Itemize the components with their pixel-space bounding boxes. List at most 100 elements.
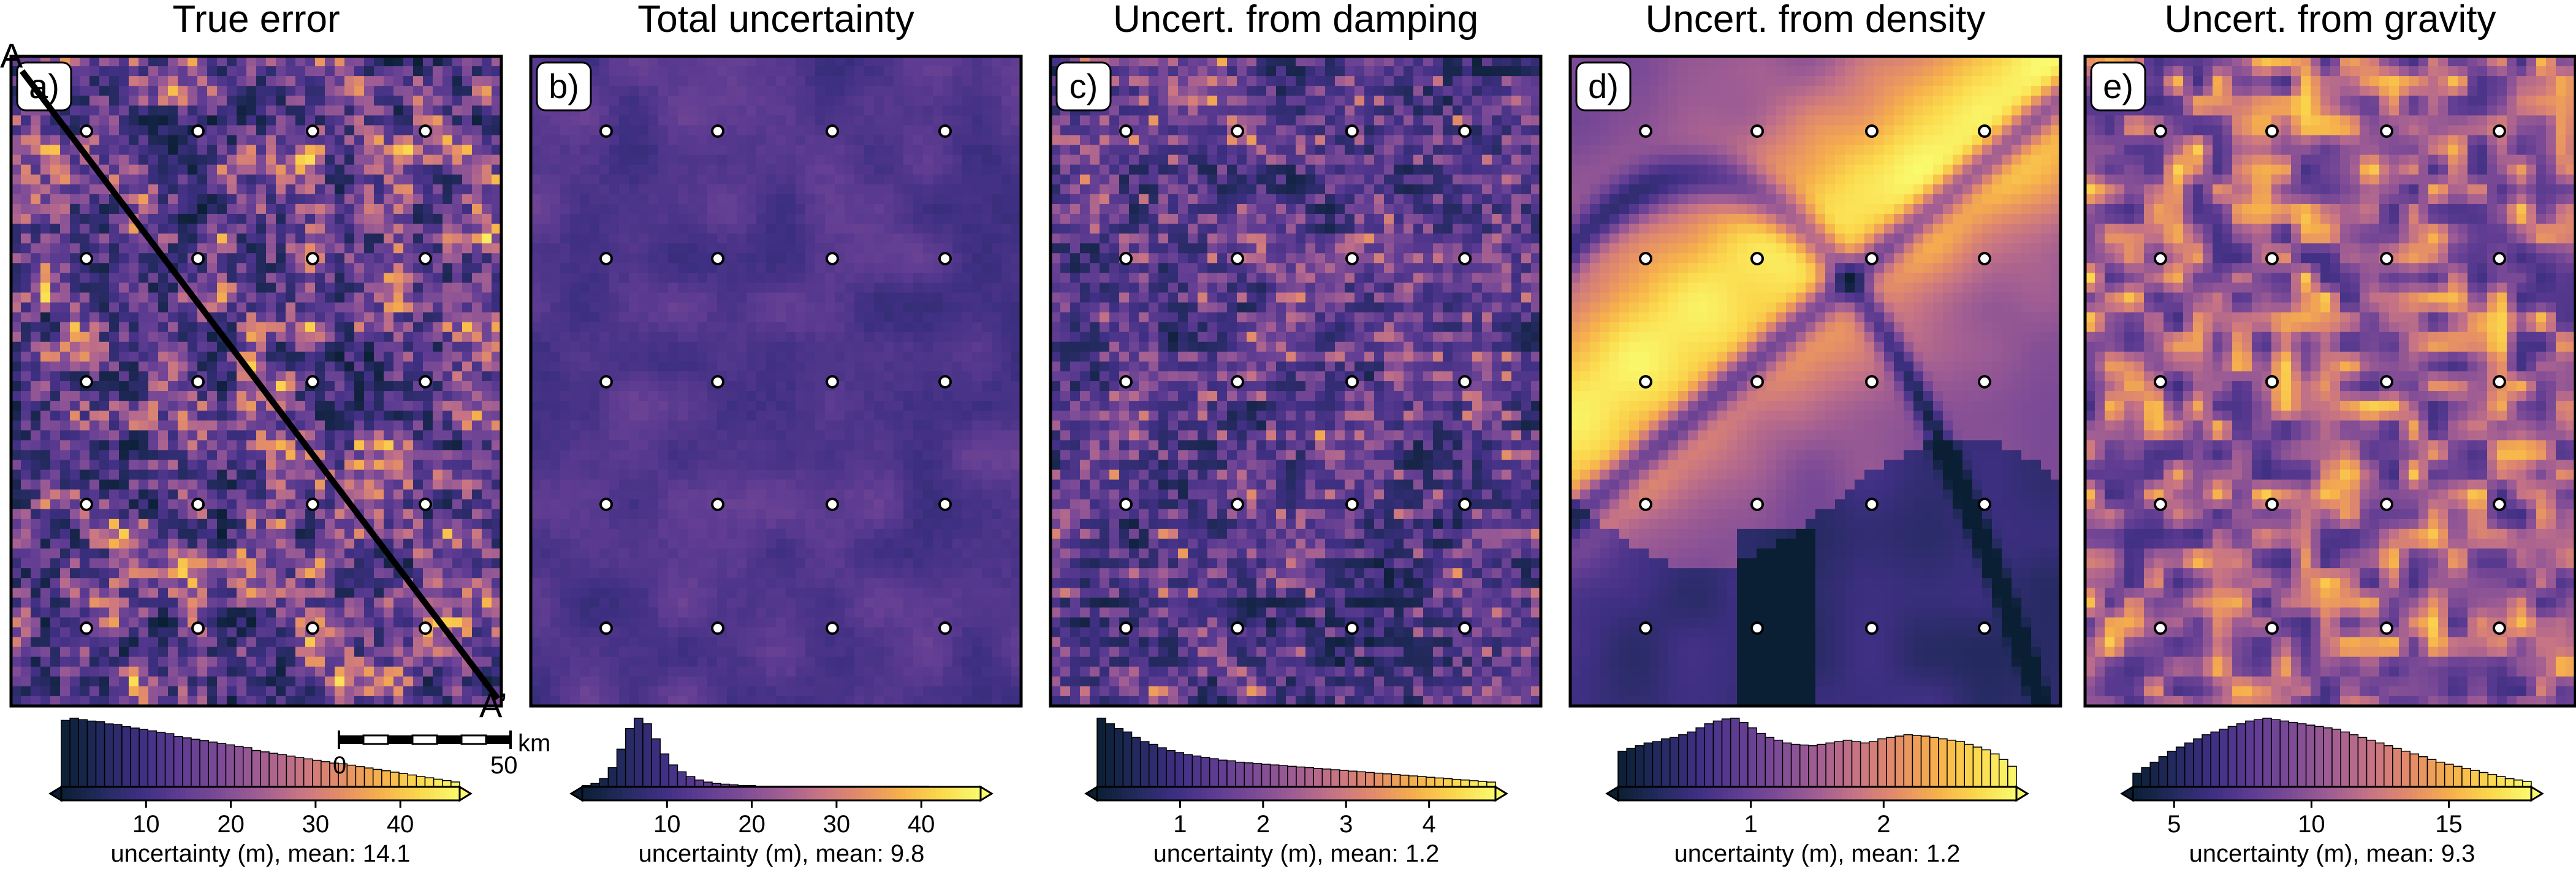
- heatmap-cell: [599, 145, 610, 156]
- heatmap-cell: [246, 174, 257, 185]
- heatmap-cell: [796, 96, 806, 106]
- heatmap-cell: [923, 312, 933, 323]
- heatmap-cell: [747, 243, 757, 254]
- heatmap-cell: [433, 66, 443, 77]
- heatmap-cell: [639, 273, 649, 283]
- heatmap-cell: [737, 174, 747, 185]
- heatmap-cell: [31, 558, 41, 569]
- heatmap-cell: [286, 332, 296, 343]
- heatmap-cell: [286, 243, 296, 254]
- heatmap-cell: [423, 243, 433, 254]
- heatmap-cell: [874, 135, 884, 146]
- heatmap-cell: [884, 302, 894, 313]
- heatmap-cell: [1011, 194, 1021, 205]
- heatmap-cell: [492, 351, 501, 362]
- heatmap-cell: [423, 283, 433, 294]
- heatmap-cell: [315, 341, 325, 352]
- heatmap-cell: [433, 253, 443, 264]
- heatmap-cell: [276, 125, 286, 136]
- heatmap-cell: [325, 558, 335, 569]
- heatmap-cell: [109, 666, 120, 677]
- heatmap-cell: [845, 164, 855, 175]
- heatmap-cell: [354, 224, 365, 234]
- heatmap-cell: [89, 203, 100, 214]
- heatmap-cell: [639, 213, 649, 224]
- heatmap-cell: [207, 411, 218, 421]
- heatmap-cell: [609, 194, 620, 205]
- heatmap-cell: [197, 598, 208, 608]
- heatmap-cell: [139, 588, 149, 598]
- heatmap-cell: [11, 184, 21, 195]
- heatmap-cell: [590, 322, 600, 333]
- colorbar-segment: [280, 787, 286, 800]
- heatmap-cell: [295, 469, 306, 480]
- heatmap-cell: [609, 213, 620, 224]
- heatmap-cell: [364, 371, 374, 382]
- heatmap-cell: [325, 578, 335, 588]
- heatmap-cell: [295, 489, 306, 500]
- heatmap-cell: [158, 322, 169, 333]
- heatmap-cell: [599, 341, 610, 352]
- heatmap-cell: [903, 145, 914, 156]
- heatmap-cell: [492, 371, 501, 382]
- heatmap-cell: [384, 243, 394, 254]
- heatmap-cell: [354, 371, 365, 382]
- heatmap-cell: [629, 213, 639, 224]
- heatmap-cell: [354, 164, 365, 175]
- heatmap-cell: [31, 273, 41, 283]
- heatmap-cell: [129, 76, 139, 86]
- heatmap-cell: [943, 96, 953, 106]
- heatmap-cell: [423, 391, 433, 401]
- heatmap-cell: [384, 105, 394, 116]
- heatmap-cell: [845, 76, 855, 86]
- heatmap-cell: [188, 224, 198, 234]
- heatmap-cell: [413, 66, 424, 77]
- heatmap-cell: [443, 164, 453, 175]
- heatmap-cell: [639, 341, 649, 352]
- heatmap-cell: [678, 233, 688, 244]
- observation-point: [191, 124, 205, 138]
- heatmap-cell: [580, 322, 590, 333]
- heatmap-cell: [11, 302, 21, 313]
- heatmap-cell: [139, 105, 149, 116]
- heatmap-cell: [246, 332, 257, 343]
- heatmap-cell: [874, 125, 884, 136]
- heatmap-cell: [560, 203, 571, 214]
- heatmap-cell: [815, 233, 826, 244]
- heatmap-cell: [188, 489, 198, 500]
- heatmap-cell: [766, 273, 777, 283]
- heatmap-cell: [482, 96, 492, 106]
- heatmap-cell: [335, 686, 345, 697]
- heatmap-cell: [962, 213, 973, 224]
- heatmap-cell: [413, 302, 424, 313]
- heatmap-cell: [570, 125, 580, 136]
- heatmap-cell: [717, 292, 728, 303]
- heatmap-cell: [884, 115, 894, 126]
- heatmap-cell: [31, 253, 41, 264]
- heatmap-cell: [992, 56, 1002, 67]
- heatmap-cell: [903, 105, 914, 116]
- heatmap-cell: [462, 676, 473, 687]
- heatmap-cell: [237, 656, 247, 667]
- heatmap-cell: [423, 460, 433, 471]
- heatmap-cell: [796, 174, 806, 185]
- heatmap-cell: [384, 135, 394, 146]
- heatmap-cell: [992, 302, 1002, 313]
- heatmap-cell: [80, 224, 90, 234]
- heatmap-cell: [864, 203, 875, 214]
- heatmap-cell: [325, 598, 335, 608]
- heatmap-cell: [207, 430, 218, 441]
- heatmap-cell: [354, 401, 365, 411]
- heatmap-cell: [148, 253, 159, 264]
- heatmap-cell: [943, 292, 953, 303]
- heatmap-cell: [952, 332, 963, 343]
- heatmap-cell: [364, 213, 374, 224]
- heatmap-cell: [776, 164, 786, 175]
- heatmap-cell: [609, 115, 620, 126]
- heatmap-cell: [570, 273, 580, 283]
- heatmap-cell: [393, 213, 404, 224]
- heatmap-cell: [678, 125, 688, 136]
- heatmap-cell: [295, 96, 306, 106]
- heatmap-cell: [139, 489, 149, 500]
- heatmap-cell: [776, 263, 786, 273]
